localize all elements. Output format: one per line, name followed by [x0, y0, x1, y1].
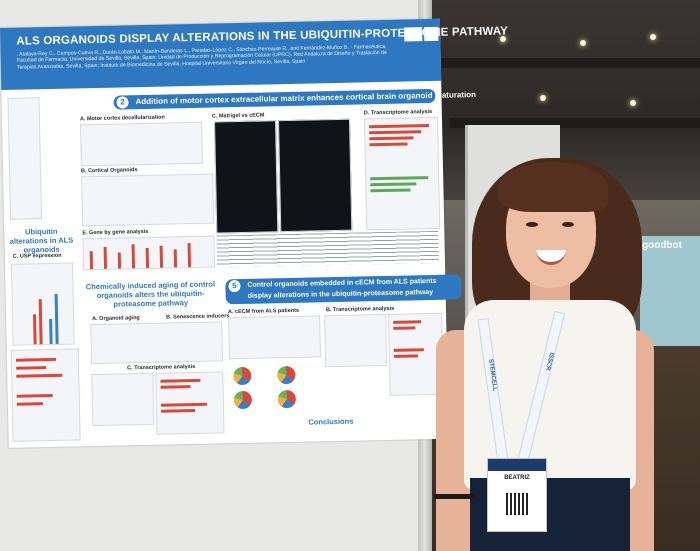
aging-figure [90, 321, 224, 365]
pie-chart [277, 365, 296, 385]
poster-header: ALS ORGANOIDS DISPLAY ALTERATIONS IN THE… [0, 18, 508, 90]
hbar [16, 393, 53, 398]
section-5-header: 5 Control organoids embedded in cECM fro… [225, 274, 462, 305]
section-title: Addition of motor cortex extracellular m… [135, 90, 477, 107]
left-bar-panel [10, 348, 81, 442]
hbar [369, 124, 430, 129]
section-4-title: Chemically induced aging of control orga… [85, 280, 216, 310]
hbar [370, 182, 417, 187]
results-text-block [216, 230, 440, 268]
subhead: B. Cortical Organoids [80, 167, 138, 175]
usp-bar [33, 314, 37, 345]
ceiling-light [500, 36, 506, 42]
pie-chart [233, 366, 252, 386]
person-eye [526, 222, 538, 227]
scatter-plot [91, 372, 155, 427]
gene-bar [131, 244, 136, 269]
usp-bar [49, 318, 53, 345]
hbar [369, 136, 414, 141]
hbar [16, 373, 63, 378]
person-eye [562, 222, 574, 227]
gene-bar [159, 245, 164, 268]
conclusions-heading: Conclusions [308, 416, 354, 427]
scientific-poster: ALS ORGANOIDS DISPLAY ALTERATIONS IN THE… [0, 18, 508, 448]
left-column-figure [7, 97, 43, 220]
subhead: C. Transcriptome analysis [127, 363, 196, 372]
organoid-images [81, 173, 215, 227]
person-bangs [498, 162, 608, 212]
section-number: 2 [116, 96, 129, 109]
poster-authors: , Atalaya-Rey C., Campos-Cueva R., Durán… [16, 43, 387, 71]
badge-qr-code [506, 493, 528, 515]
hbar [369, 142, 408, 147]
usp-bar [38, 299, 43, 345]
gene-bar [145, 247, 150, 268]
hbar [160, 378, 201, 383]
hbar [370, 176, 429, 181]
institution-logo [424, 26, 439, 42]
hbar [15, 357, 56, 362]
subhead: E. Gene by gene analysis [82, 228, 149, 237]
hbar [160, 385, 191, 389]
aging-bar-chart [155, 371, 225, 435]
person-smile [536, 250, 566, 265]
hbar [393, 326, 416, 330]
ceiling-beam [430, 58, 700, 68]
fluorescence-micrographs [277, 118, 353, 233]
subhead: A. Motor cortex decellularization [79, 114, 165, 123]
section-number: 5 [228, 280, 241, 293]
section-2-header: 2 Addition of motor cortex extracellular… [113, 88, 476, 110]
section-title: Chemically induced aging of control orga… [85, 279, 216, 309]
gene-bar [117, 252, 122, 269]
hbar [16, 366, 47, 370]
ceiling-beam [450, 118, 700, 128]
banner-text: goodbot [642, 240, 682, 251]
usp-chart [10, 262, 75, 346]
hbar [393, 320, 422, 324]
hbar [161, 408, 196, 413]
gene-bar [187, 243, 192, 268]
subhead: D. Transcriptome analysis [363, 108, 433, 117]
institution-logo [404, 27, 423, 42]
ceiling-light [650, 34, 656, 40]
gene-bar [89, 251, 94, 270]
als-scatter-plot [324, 313, 388, 368]
ceiling-light [540, 95, 546, 101]
name-badge: BEATRIZ [487, 458, 547, 532]
subhead: A. cECM from ALS patients [227, 307, 300, 316]
hbar [16, 402, 43, 406]
usp-bar [54, 293, 59, 344]
ceiling-light [630, 100, 636, 106]
hbar [369, 130, 422, 135]
gene-bar [173, 249, 178, 268]
subhead: B. Transcriptome analysis [325, 305, 395, 314]
ceiling-light [580, 40, 586, 46]
decellularization-figure [80, 121, 203, 167]
subhead: C. Matrigel vs cECM [211, 112, 265, 120]
left-section-title: Ubiquitin alterations in ALS organoids [9, 226, 74, 255]
subhead: B. Senescence inducers [166, 313, 230, 321]
badge-header [488, 459, 546, 471]
usp-subhead: C. USP expression [12, 252, 62, 260]
matrigel-micrographs [214, 120, 279, 234]
hbar [393, 348, 424, 352]
section-title: Control organoids embedded in cECM from … [247, 277, 437, 300]
hbar [370, 188, 411, 193]
gene-bar-chart [82, 235, 216, 271]
exhibit-banner: goodbot [640, 236, 700, 346]
person-bracelet [434, 494, 474, 499]
pie-chart [277, 389, 297, 409]
subhead: A. Organoid aging [92, 315, 140, 323]
badge-name: BEATRIZ [504, 475, 530, 481]
hbar [160, 402, 207, 407]
pie-chart [233, 390, 253, 410]
hbar [393, 354, 418, 358]
patients-table [228, 315, 321, 360]
transcriptome-chart [363, 116, 441, 231]
gene-bar [103, 246, 108, 269]
